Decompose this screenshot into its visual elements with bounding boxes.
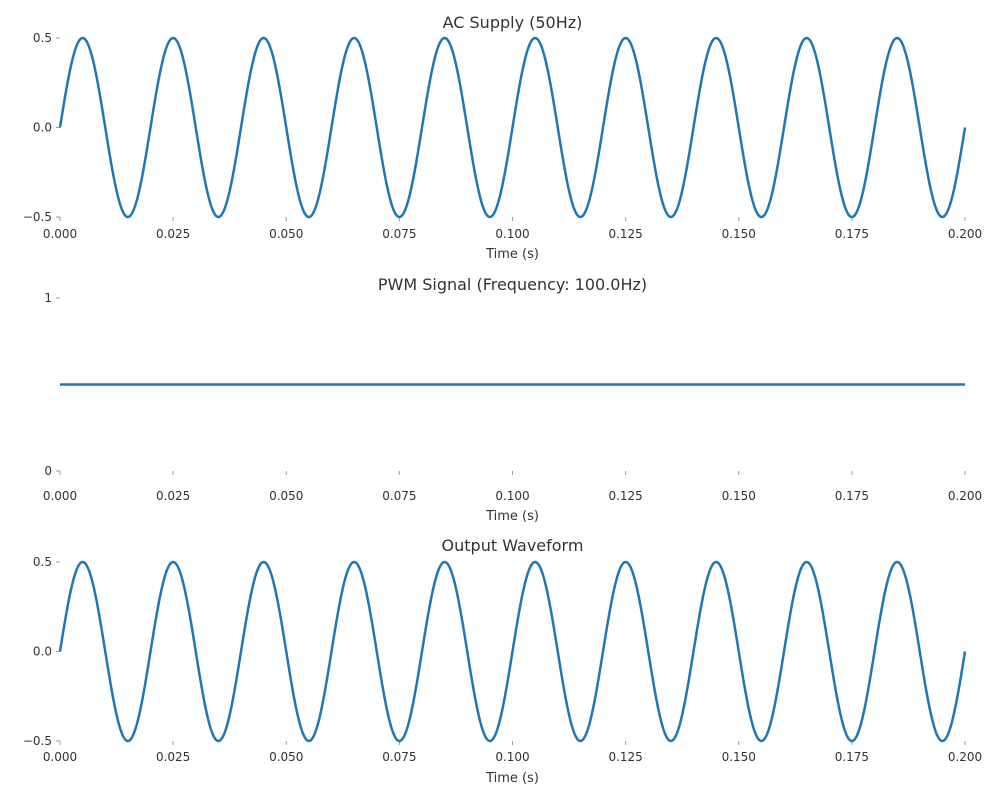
x-tick-label: 0.075 bbox=[382, 489, 416, 503]
x-tick-label: 0.000 bbox=[43, 227, 77, 241]
x-axis-label: Time (s) bbox=[485, 247, 539, 262]
x-tick-label: 0.075 bbox=[382, 227, 416, 241]
x-tick-label: 0.125 bbox=[608, 750, 642, 764]
x-tick-label: 0.050 bbox=[269, 489, 303, 503]
x-tick-label: 0.050 bbox=[269, 227, 303, 241]
x-tick-label: 0.200 bbox=[948, 227, 982, 241]
x-tick-label: 0.175 bbox=[835, 750, 869, 764]
chart-title: PWM Signal (Frequency: 100.0Hz) bbox=[378, 275, 647, 294]
x-tick-label: 0.075 bbox=[382, 750, 416, 764]
y-tick-label: 0.5 bbox=[33, 31, 52, 45]
x-tick-label: 0.150 bbox=[722, 227, 756, 241]
y-tick-label: −0.5 bbox=[23, 210, 52, 224]
y-tick-label: 0.5 bbox=[33, 555, 52, 569]
series-line bbox=[58, 36, 967, 219]
x-tick-label: 0.025 bbox=[156, 750, 190, 764]
y-tick-label: 0.0 bbox=[33, 121, 52, 135]
x-tick-label: 0.050 bbox=[269, 750, 303, 764]
x-tick-label: 0.025 bbox=[156, 489, 190, 503]
y-tick-label: −0.5 bbox=[23, 734, 52, 748]
x-tick-label: 0.200 bbox=[948, 489, 982, 503]
x-tick-label: 0.150 bbox=[722, 750, 756, 764]
x-tick-label: 0.150 bbox=[722, 489, 756, 503]
subplot-2: PWM Signal (Frequency: 100.0Hz) 0.000 0.02… bbox=[43, 275, 982, 524]
x-tick-label: 0.175 bbox=[835, 227, 869, 241]
y-tick-label: 0.0 bbox=[33, 645, 52, 659]
x-axis-label: Time (s) bbox=[485, 771, 539, 786]
y-tick-label: 0 bbox=[44, 464, 52, 478]
series-line bbox=[58, 560, 967, 743]
x-tick-label: 0.100 bbox=[495, 750, 529, 764]
x-tick-label: 0.100 bbox=[495, 227, 529, 241]
x-tick-label: 0.000 bbox=[43, 489, 77, 503]
y-tick-label: 1 bbox=[44, 291, 52, 305]
x-tick-label: 0.200 bbox=[948, 750, 982, 764]
subplot-1: AC Supply (50Hz) 0.000 0.025 0.050 0.075 0.10… bbox=[23, 13, 982, 262]
x-tick-label: 0.100 bbox=[495, 489, 529, 503]
chart-title: Output Waveform bbox=[442, 536, 584, 555]
subplot-3: Output Waveform 0.000 0.025 0.050 0.075 0.100… bbox=[23, 536, 982, 786]
x-tick-label: 0.175 bbox=[835, 489, 869, 503]
x-tick-label: 0.125 bbox=[608, 227, 642, 241]
x-tick-label: 0.000 bbox=[43, 750, 77, 764]
chart-title: AC Supply (50Hz) bbox=[443, 13, 583, 32]
x-axis-label: Time (s) bbox=[485, 509, 539, 524]
x-tick-label: 0.125 bbox=[608, 489, 642, 503]
x-tick-label: 0.025 bbox=[156, 227, 190, 241]
